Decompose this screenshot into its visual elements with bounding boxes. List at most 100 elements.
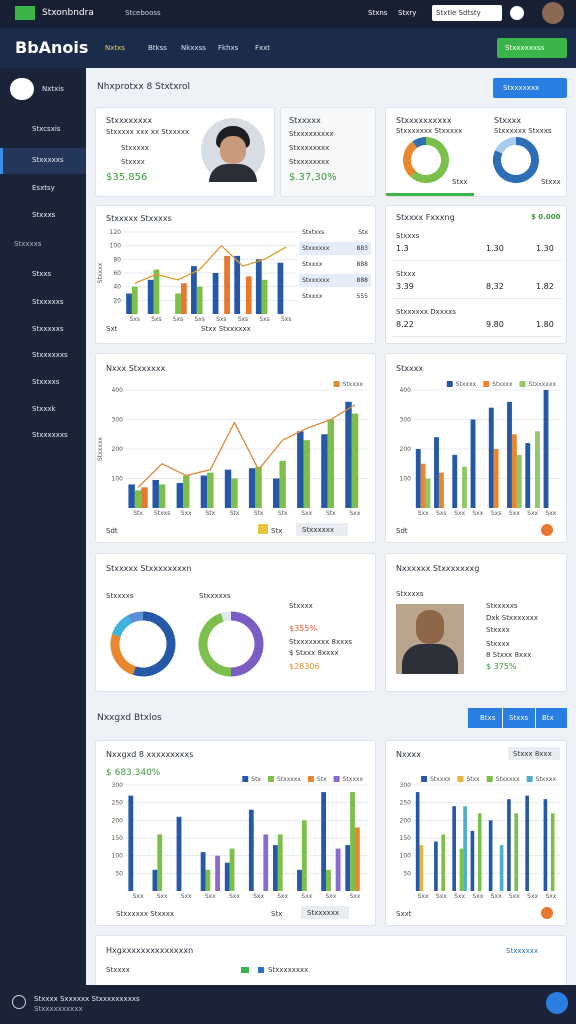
icon[interactable] — [510, 6, 524, 20]
sidebar-item[interactable]: Stxxs — [32, 270, 52, 278]
top-link[interactable]: Stxry — [398, 9, 417, 17]
donut-segment — [110, 633, 137, 675]
row: $ Stxxx 8xxxx — [289, 649, 339, 657]
sidebar-item[interactable]: Stxxxxxs — [32, 298, 64, 306]
bar — [516, 454, 522, 508]
footer-button[interactable]: Stxxxxxx — [301, 906, 349, 919]
page-button[interactable]: Stxxxxxxx — [493, 78, 567, 98]
donut-segment — [220, 611, 232, 622]
footer: Stxx Stxxxxxx — [201, 325, 251, 333]
sidebar-item[interactable]: Stxxxxxxs — [32, 351, 68, 359]
sidebar-item[interactable]: Stxxxxxs — [32, 325, 64, 333]
card-title: Nxxx Stxxxxxx — [106, 364, 166, 373]
card-title: Nxxxx — [396, 750, 421, 759]
legend-label: Stxxxxx — [496, 776, 520, 783]
bar — [245, 276, 252, 314]
bar — [147, 279, 154, 314]
x-tick-label: Stx — [326, 510, 336, 517]
bar — [183, 475, 190, 508]
nav-item[interactable]: Nkxxss — [181, 44, 206, 52]
bar — [229, 848, 235, 891]
y-tick-label: 100 — [400, 476, 412, 483]
nav-item[interactable]: Fxxt — [255, 44, 271, 52]
bar — [128, 795, 134, 891]
photo-body — [209, 164, 257, 182]
nav-item[interactable]: Btkss — [148, 44, 167, 52]
bar — [543, 799, 548, 891]
sidebar-icon — [10, 78, 34, 100]
section-button[interactable]: Btx — [536, 708, 567, 728]
row: Stxxxxxxxx 8xxxs — [289, 638, 353, 646]
bar — [224, 469, 232, 508]
table-card: Stxxxx Fxxxng $ 0.000 Stxxxs 1.3 1.30 1.30 S… — [385, 205, 567, 344]
x-tick-label: Sxx — [301, 510, 312, 517]
x-tick-label: Sxx — [133, 893, 144, 900]
footer[interactable]: Stx — [271, 527, 283, 535]
top-link[interactable]: Stxns — [368, 9, 388, 17]
bar — [231, 478, 238, 508]
bar — [326, 869, 331, 891]
nav-item[interactable]: Fkhxs — [218, 44, 239, 52]
bar — [441, 834, 446, 891]
sidebar-item[interactable]: Esxtsy — [32, 184, 55, 192]
card-title: Stxxxxx Stxxxxs — [106, 214, 172, 223]
donut-segment — [495, 137, 517, 154]
icon — [12, 995, 26, 1009]
footer[interactable]: Stx — [271, 910, 283, 918]
x-tick-label: Sxx — [491, 893, 502, 900]
bar — [335, 848, 341, 891]
row-value: $355% — [289, 624, 317, 633]
card-title: Stxxxx Fxxxng — [396, 213, 455, 222]
row: Stxxxxx — [121, 144, 149, 152]
icon[interactable] — [541, 907, 553, 919]
sidebar-item[interactable]: Stxxxxxs — [32, 156, 64, 164]
x-tick-label: Sxx — [472, 510, 483, 517]
list-value: 888 — [356, 277, 368, 284]
link[interactable]: Stxxxxxx — [506, 947, 539, 955]
nav-button[interactable]: Stxxxxxxss — [497, 38, 567, 58]
bar — [415, 792, 420, 891]
label: Stxxxxxxxx — [268, 966, 309, 974]
x-tick-label: Sxx — [527, 893, 538, 900]
search[interactable]: Stcebooss — [125, 9, 161, 17]
tag[interactable]: Stxxx 8xxx — [508, 747, 560, 760]
icon[interactable] — [541, 524, 553, 536]
table-label: Stxxxs — [396, 232, 420, 240]
bar — [303, 440, 310, 508]
distribution-card: Stxxxxx Stxxxxxxxxn Stxxxxs Stxxxxxs Stx… — [95, 553, 376, 692]
caption: Stxxx — [541, 178, 561, 186]
footer-button[interactable]: Stxxxxxx — [296, 523, 348, 536]
bar — [297, 869, 302, 891]
sidebar-item[interactable]: Stxxxxs — [32, 378, 60, 386]
section-button[interactable]: Stxxs — [503, 708, 535, 728]
bar — [297, 431, 304, 508]
table-cell: 1.30 — [536, 244, 554, 253]
x-tick-label: Sxx — [253, 893, 264, 900]
bottom-subtitle: Stxxxxxxxxxx — [34, 1005, 83, 1013]
chip — [258, 967, 264, 973]
bar — [452, 454, 458, 508]
bar — [345, 401, 352, 508]
card-value: $ 683.340% — [106, 768, 161, 778]
sidebar-item[interactable]: Stxxxk — [32, 405, 56, 413]
section-button[interactable]: Btxs — [468, 708, 502, 728]
section-title: Nxxgxd Btxlos — [97, 713, 162, 723]
table-cell: 1.80 — [536, 320, 554, 329]
y-tick-label: 250 — [400, 800, 412, 807]
brand: Stxonbndra — [42, 8, 94, 18]
bar — [507, 401, 512, 508]
bar — [499, 845, 504, 891]
bar — [261, 279, 268, 314]
sidebar-section: Stxxxxs — [14, 240, 42, 248]
sidebar-item[interactable]: Stxxxxxxs — [32, 431, 68, 439]
sidebar-item[interactable]: Stxxxs — [32, 211, 56, 219]
legend-label: Stxxxxx — [277, 776, 301, 783]
nav-item[interactable]: Nxtxs — [105, 44, 125, 52]
sidebar-item[interactable]: Stxcsxis — [32, 125, 61, 133]
top-input[interactable]: Stxtle Sdtsty — [432, 5, 502, 21]
avatar[interactable] — [542, 2, 564, 24]
x-tick-label: Stx — [230, 510, 240, 517]
sidebar-header: Nxtxis — [42, 85, 64, 93]
action-button[interactable] — [546, 992, 568, 1014]
bar — [207, 472, 214, 508]
